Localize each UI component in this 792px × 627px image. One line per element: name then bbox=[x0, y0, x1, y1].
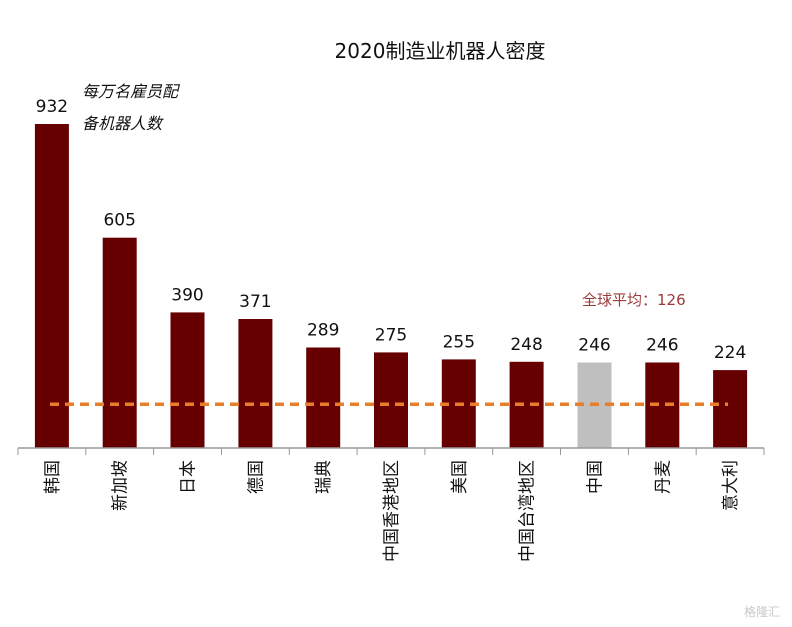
value-label-1: 605 bbox=[103, 211, 135, 231]
value-label-9: 246 bbox=[646, 336, 678, 356]
category-label-5: 中国香港地区 bbox=[382, 460, 402, 562]
value-label-2: 390 bbox=[171, 285, 203, 305]
value-label-7: 248 bbox=[510, 335, 542, 355]
category-label-3: 德国 bbox=[246, 460, 266, 494]
unit-label-line-2: 备机器人数 bbox=[82, 114, 164, 133]
category-label-7: 中国台湾地区 bbox=[518, 460, 538, 562]
bar-0 bbox=[34, 124, 69, 448]
category-labels-group: 韩国 新加坡 日本 德国 瑞典 中国香港地区 美国 中国台湾地区 中国 丹麦 意大利 bbox=[43, 460, 741, 562]
category-label-4: 瑞典 bbox=[314, 460, 334, 494]
category-label-9: 丹麦 bbox=[653, 460, 673, 494]
bar-1 bbox=[102, 237, 137, 448]
category-label-6: 美国 bbox=[450, 460, 470, 494]
value-label-6: 255 bbox=[443, 332, 475, 352]
category-label-10: 意大利 bbox=[721, 460, 741, 511]
value-label-10: 224 bbox=[714, 343, 746, 363]
category-label-8: 中国 bbox=[586, 460, 606, 494]
x-axis-ticks bbox=[17, 448, 765, 455]
category-label-1: 新加坡 bbox=[111, 460, 131, 511]
bar-4 bbox=[306, 347, 341, 448]
category-label-0: 韩国 bbox=[43, 460, 63, 494]
unit-label-line-1: 每万名雇员配 bbox=[82, 82, 181, 101]
value-label-0: 932 bbox=[36, 97, 68, 117]
bar-10 bbox=[713, 370, 748, 448]
average-label: 全球平均：126 bbox=[582, 291, 686, 309]
bar-5 bbox=[374, 352, 408, 448]
value-labels-group: 932 605 390 371 289 275 255 248 246 246 224 bbox=[36, 97, 747, 363]
value-label-4: 289 bbox=[307, 321, 339, 341]
value-label-3: 371 bbox=[239, 292, 271, 312]
watermark: 格隆汇 bbox=[744, 604, 780, 619]
category-label-2: 日本 bbox=[179, 460, 199, 494]
chart-title: 2020制造业机器人密度 bbox=[335, 39, 546, 63]
bar-2 bbox=[170, 312, 205, 448]
bar-3 bbox=[238, 319, 273, 448]
bars-group bbox=[34, 124, 748, 448]
value-label-5: 275 bbox=[375, 325, 407, 345]
value-label-8: 246 bbox=[578, 336, 610, 356]
